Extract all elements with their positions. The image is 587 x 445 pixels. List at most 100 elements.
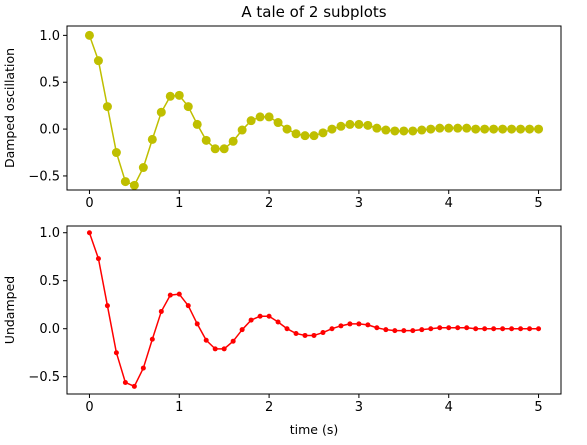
- data-point: [158, 308, 164, 314]
- data-point: [104, 303, 110, 309]
- data-point: [122, 379, 128, 385]
- data-point: [354, 119, 364, 129]
- data-point: [363, 120, 373, 130]
- data-point: [516, 124, 526, 134]
- data-point: [534, 124, 544, 134]
- data-point: [381, 125, 391, 135]
- x-tick-label: 0: [85, 400, 93, 415]
- data-point: [183, 102, 193, 112]
- data-point: [417, 125, 427, 135]
- data-point: [374, 325, 380, 331]
- data-point: [453, 123, 463, 133]
- data-point: [309, 131, 319, 141]
- data-point: [210, 144, 220, 154]
- data-point: [473, 326, 479, 332]
- data-point: [410, 328, 416, 334]
- x-tick-label: 4: [445, 196, 453, 211]
- data-point: [219, 144, 229, 154]
- data-point: [446, 325, 452, 331]
- data-point: [84, 30, 94, 40]
- data-point: [221, 346, 227, 352]
- data-point: [291, 129, 301, 139]
- data-point: [237, 125, 247, 135]
- data-point: [527, 326, 533, 332]
- data-point: [282, 124, 292, 134]
- axes-frame-bottom: [66, 225, 562, 395]
- y-tick-label: −0.5: [28, 370, 60, 385]
- data-point: [140, 365, 146, 371]
- x-tick-label: 5: [534, 196, 542, 211]
- data-point: [471, 124, 481, 134]
- data-point: [401, 328, 407, 334]
- data-point: [201, 135, 211, 145]
- data-point: [174, 90, 184, 100]
- data-point: [264, 112, 274, 122]
- x-tick-label: 4: [445, 400, 453, 415]
- x-tick-label: 2: [265, 196, 273, 211]
- data-point: [194, 321, 200, 327]
- data-point: [95, 256, 101, 262]
- data-point: [327, 124, 337, 134]
- data-point: [230, 338, 236, 344]
- data-point: [257, 313, 263, 319]
- x-axis-label-bottom: time (s): [290, 422, 338, 437]
- data-point: [518, 326, 524, 332]
- y-axis-label-bottom: Undamped: [2, 276, 17, 344]
- data-point: [338, 323, 344, 329]
- data-point: [399, 126, 409, 136]
- data-point: [383, 327, 389, 333]
- data-point: [185, 303, 191, 309]
- series-layer-bottom: [86, 230, 542, 389]
- x-tick-label: 3: [355, 196, 363, 211]
- data-point: [165, 91, 175, 101]
- data-point: [228, 136, 238, 146]
- data-point: [536, 326, 542, 332]
- data-point: [336, 121, 346, 131]
- x-tick-label: 5: [534, 400, 542, 415]
- data-point: [120, 177, 130, 187]
- data-point: [275, 319, 281, 325]
- data-point: [147, 134, 157, 144]
- data-point: [273, 118, 283, 128]
- data-point: [246, 116, 256, 126]
- data-point: [284, 326, 290, 332]
- data-point: [93, 56, 103, 66]
- data-point: [311, 332, 317, 338]
- data-point: [156, 107, 166, 117]
- data-point: [111, 148, 121, 158]
- x-tick-label: 3: [355, 400, 363, 415]
- data-point: [293, 331, 299, 337]
- subplot-damped-oscillation: A tale of 2 subplots 0 1 2 3 4 5 −0.5 0.0 0.5 1.0…: [2, 3, 562, 211]
- data-point: [356, 321, 362, 327]
- data-point: [464, 325, 470, 331]
- data-point: [489, 124, 499, 134]
- data-point: [203, 337, 209, 343]
- data-point: [491, 326, 497, 332]
- data-point: [462, 123, 472, 133]
- data-point: [138, 163, 148, 173]
- axes-frame-top: [66, 25, 562, 191]
- y-axis-label-top: Damped oscillation: [2, 48, 17, 168]
- series-layer-top: [84, 30, 544, 190]
- data-point: [131, 383, 137, 389]
- data-point: [392, 328, 398, 334]
- y-tick-label: 0.5: [39, 274, 60, 289]
- data-point: [266, 313, 272, 319]
- data-point: [372, 123, 382, 133]
- data-point: [500, 326, 506, 332]
- x-tick-label: 1: [175, 400, 183, 415]
- subplot-undamped: 0 1 2 3 4 5 −0.5 0.0 0.5 1.0 Undamped time (s): [2, 225, 562, 437]
- data-point: [482, 326, 488, 332]
- data-point: [239, 327, 245, 333]
- data-point: [192, 119, 202, 129]
- y-tick-label: 1.0: [39, 226, 60, 241]
- data-point: [212, 346, 218, 352]
- data-point: [176, 291, 182, 297]
- x-tick-label: 2: [265, 400, 273, 415]
- y-tick-label: 0.0: [39, 322, 60, 337]
- data-point: [437, 325, 443, 331]
- data-point: [525, 124, 535, 134]
- data-point: [302, 332, 308, 338]
- data-point: [435, 123, 445, 133]
